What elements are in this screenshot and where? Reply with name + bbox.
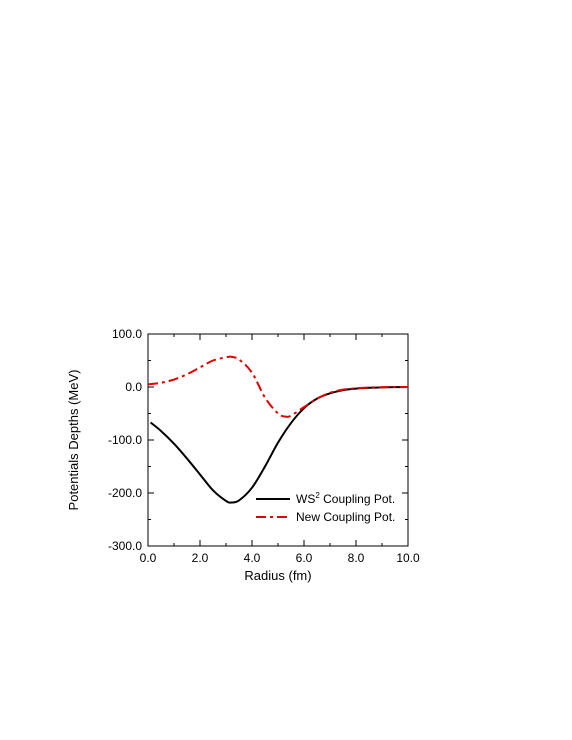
x-axis-label: Radius (fm) (244, 568, 311, 583)
y-tick-labels: 100.0 0.0 -100.0 -200.0 -300.0 (108, 327, 142, 553)
series-line-new (147, 355, 409, 418)
y-tick-label: -200.0 (108, 486, 142, 500)
y-axis-label: Potentials Depths (MeV) (66, 370, 81, 511)
legend-superscript: 2 (315, 491, 320, 500)
x-tick-label: 10.0 (396, 551, 420, 565)
legend-label-new: New Coupling Pot. (296, 510, 395, 524)
y-tick-label: 0.0 (125, 380, 142, 394)
axis-ticks (147, 333, 409, 547)
series-lines (147, 355, 409, 504)
y-tick-label: 100.0 (112, 327, 142, 341)
legend: WS2 Coupling Pot. New Coupling Pot. (256, 491, 395, 524)
series-line-ws2 (149, 386, 409, 504)
x-tick-label: 8.0 (348, 551, 365, 565)
x-tick-label: 6.0 (296, 551, 313, 565)
x-tick-labels: 0.0 2.0 4.0 6.0 8.0 10.0 (140, 551, 420, 565)
x-tick-label: 0.0 (140, 551, 157, 565)
legend-label-ws2: WS2 Coupling Pot. (296, 491, 395, 506)
x-tick-label: 2.0 (192, 551, 209, 565)
x-tick-label: 4.0 (244, 551, 261, 565)
y-tick-label: -100.0 (108, 433, 142, 447)
y-tick-label: -300.0 (108, 539, 142, 553)
